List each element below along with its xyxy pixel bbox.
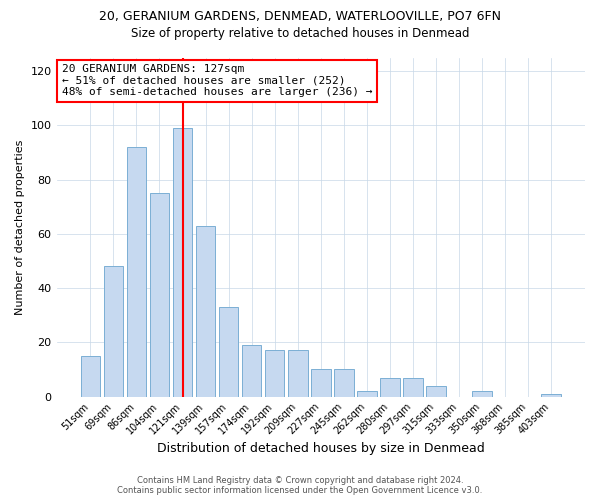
Bar — [80, 356, 100, 397]
Text: Contains HM Land Registry data © Crown copyright and database right 2024.
Contai: Contains HM Land Registry data © Crown c… — [118, 476, 482, 495]
Bar — [380, 378, 400, 396]
Bar — [472, 391, 492, 396]
Bar — [288, 350, 308, 397]
X-axis label: Distribution of detached houses by size in Denmead: Distribution of detached houses by size … — [157, 442, 485, 455]
Bar — [541, 394, 561, 396]
Bar — [196, 226, 215, 396]
Bar — [426, 386, 446, 396]
Bar — [265, 350, 284, 397]
Text: 20, GERANIUM GARDENS, DENMEAD, WATERLOOVILLE, PO7 6FN: 20, GERANIUM GARDENS, DENMEAD, WATERLOOV… — [99, 10, 501, 23]
Bar — [127, 147, 146, 396]
Text: Size of property relative to detached houses in Denmead: Size of property relative to detached ho… — [131, 28, 469, 40]
Bar — [357, 391, 377, 396]
Bar — [149, 193, 169, 396]
Bar — [173, 128, 193, 396]
Bar — [311, 370, 331, 396]
Bar — [334, 370, 353, 396]
Bar — [242, 345, 262, 397]
Bar — [219, 307, 238, 396]
Bar — [403, 378, 423, 396]
Bar — [104, 266, 123, 396]
Y-axis label: Number of detached properties: Number of detached properties — [15, 140, 25, 314]
Text: 20 GERANIUM GARDENS: 127sqm
← 51% of detached houses are smaller (252)
48% of se: 20 GERANIUM GARDENS: 127sqm ← 51% of det… — [62, 64, 373, 98]
